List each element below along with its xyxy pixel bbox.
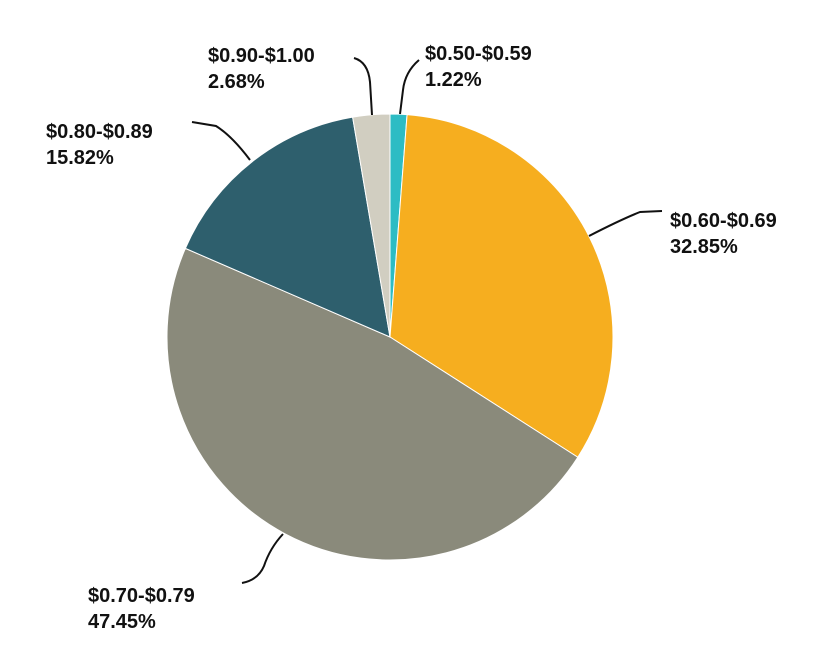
slice-value-0-90-1-00: 2.68% — [208, 71, 265, 93]
pie-slice-0-70-0-79 — [166, 247, 579, 561]
slice-labels: $0.50-$0.59 1.22% $0.60-$0.69 32.85% $0.70-$… — [46, 43, 777, 633]
slice-label-0-50-0-59: $0.50-$0.59 — [425, 43, 532, 65]
leader-line-0-50-0-59 — [399, 59, 420, 115]
slice-value-0-50-0-59: 1.22% — [425, 69, 482, 91]
leader-line-0-90-1-00 — [353, 57, 373, 116]
slice-label-0-80-0-89: $0.80-$0.89 — [46, 121, 153, 143]
pie-slice-0-60-0-69 — [389, 114, 614, 458]
slice-label-0-90-1-00: $0.90-$1.00 — [208, 45, 315, 67]
leader-line-0-60-0-69 — [588, 210, 663, 237]
slice-value-0-80-0-89: 15.82% — [46, 147, 114, 169]
slice-value-0-60-0-69: 32.85% — [670, 236, 738, 258]
pie-slice-0-80-0-89 — [184, 116, 391, 338]
leader-line-0-80-0-89 — [191, 121, 251, 161]
slice-value-0-70-0-79: 47.45% — [88, 611, 156, 633]
pie-slices — [166, 113, 614, 561]
leader-line-0-70-0-79 — [241, 533, 284, 584]
slice-label-0-70-0-79: $0.70-$0.79 — [88, 585, 195, 607]
slice-label-0-60-0-69: $0.60-$0.69 — [670, 210, 777, 232]
leader-lines — [191, 57, 663, 584]
